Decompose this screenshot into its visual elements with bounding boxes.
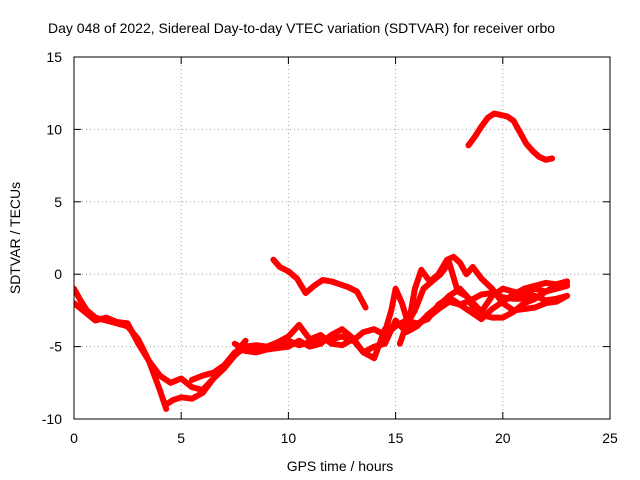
series-line-arc-5 — [231, 278, 571, 362]
chart-title: Day 048 of 2022, Sidereal Day-to-day VTE… — [48, 20, 555, 36]
y-tick-label: 15 — [46, 49, 62, 65]
x-tick-label: 0 — [70, 430, 78, 446]
y-axis-label: SDTVAR / TECUs — [7, 182, 23, 294]
plot-frame — [73, 56, 611, 420]
series-line-arc-7 — [381, 253, 571, 336]
x-tick-label: 20 — [495, 430, 511, 446]
y-tick-label: -5 — [50, 339, 63, 355]
x-tick-label: 5 — [177, 430, 185, 446]
x-tick-label: 15 — [388, 430, 404, 446]
y-tick-label: 10 — [46, 121, 62, 137]
y-tick-label: 0 — [54, 266, 62, 282]
x-tick-label: 10 — [281, 430, 297, 446]
x-axis-label: GPS time / hours — [287, 458, 394, 474]
x-tick-label: 25 — [602, 430, 618, 446]
series-line-arc-9 — [465, 110, 556, 163]
series-line-arc-6 — [270, 256, 369, 311]
y-tick-label: 5 — [54, 194, 62, 210]
series-line-arc-8 — [396, 259, 571, 347]
series-layer — [74, 110, 571, 412]
y-tick-label: -10 — [42, 411, 62, 427]
ticks: 0 5 10 15 20 25 -10 -5 0 5 10 15 — [42, 49, 618, 446]
